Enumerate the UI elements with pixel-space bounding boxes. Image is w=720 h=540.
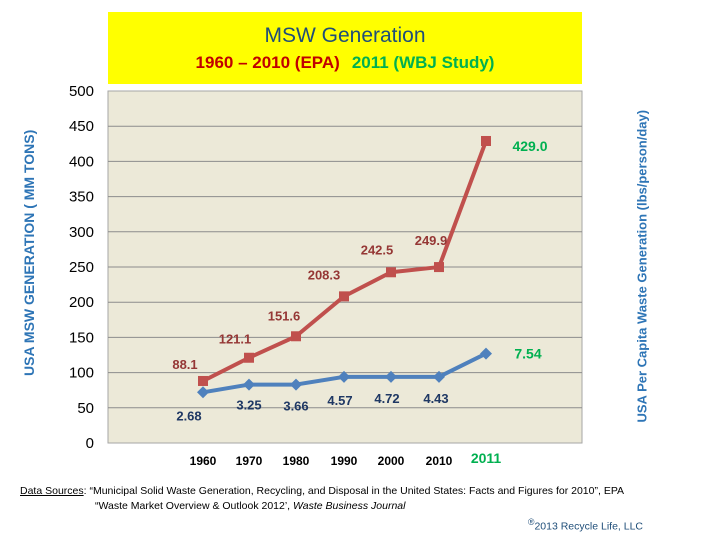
msw-tons-data-label: 249.9: [415, 233, 448, 248]
per-capita-data-label: 3.25: [236, 398, 261, 413]
chart-title: MSW Generation: [264, 24, 426, 47]
y-tick-label: 150: [69, 329, 94, 346]
x-tick-label: 1980: [283, 454, 310, 468]
msw-tons-data-label: 208.3: [308, 267, 341, 282]
data-sources: Data Sources: “Municipal Solid Waste Gen…: [20, 484, 624, 514]
source-wbj: “Waste Market Overview & Outlook 2012’,: [95, 500, 294, 512]
msw-tons-marker: [386, 267, 396, 278]
subtitle-epa: 1960 – 2010 (EPA): [195, 53, 340, 72]
y-tick-label: 0: [86, 435, 94, 452]
msw-tons-marker: [434, 262, 444, 273]
x-tick-label: 1970: [236, 454, 263, 468]
x-tick-label: 2011: [471, 450, 502, 466]
subtitle-wbj: 2011 (WBJ Study): [351, 53, 495, 72]
y-tick-label: 100: [69, 365, 94, 382]
x-tick-label: 2010: [426, 454, 453, 468]
per-capita-data-label: 2.68: [176, 408, 201, 423]
msw-tons-data-label: 151.6: [268, 308, 301, 323]
per-capita-data-label: 4.72: [374, 391, 399, 406]
msw-tons-data-label: 242.5: [361, 242, 394, 257]
copyright: ®2013 Recycle Life, LLC: [528, 517, 643, 533]
chart-subtitle: 1960 – 2010 (EPA) 2011 (WBJ Study): [108, 53, 582, 73]
y-axis-ticks: 0 50 100 150 200 250 300 350 400 450 500: [69, 83, 94, 452]
per-capita-marker: [338, 370, 350, 383]
x-tick-label: 1960: [190, 454, 217, 468]
series-markers: [197, 135, 492, 399]
msw-tons-data-label: 88.1: [172, 357, 197, 372]
sources-label: Data Sources: [20, 485, 84, 497]
registered-mark: ®: [528, 517, 535, 527]
per-capita-marker: [243, 378, 255, 391]
per-capita-data-label: 7.54: [514, 346, 541, 362]
chart-title-box: MSW Generation 1960 – 2010 (EPA) 2011 (WB…: [108, 12, 582, 84]
per-capita-data-label: 4.57: [327, 393, 352, 408]
per-capita-marker: [480, 347, 492, 360]
y-tick-label: 300: [69, 224, 94, 241]
y-tick-label: 500: [69, 83, 94, 100]
msw-tons-marker: [244, 352, 254, 363]
per-capita-data-label: 4.43: [423, 391, 448, 406]
msw-tons-data-label: 121.1: [219, 332, 252, 347]
msw-tons-marker: [198, 375, 208, 386]
y-tick-label: 200: [69, 294, 94, 311]
y-tick-label: 350: [69, 189, 94, 206]
y-axis-label: USA MSW GENERATION ( MM TONS): [21, 129, 37, 376]
msw-tons-marker: [291, 331, 301, 342]
msw-tons-marker: [339, 291, 349, 302]
per-capita-marker: [197, 386, 209, 399]
data-labels: 88.1 121.1 151.6 208.3 242.5 249.9 429.0 2.68 3.…: [172, 138, 547, 423]
copyright-text: 2013 Recycle Life, LLC: [534, 520, 644, 533]
x-tick-label: 1990: [331, 454, 358, 468]
msw-tons-marker: [481, 135, 491, 146]
y-tick-label: 250: [69, 259, 94, 276]
per-capita-marker: [290, 378, 302, 391]
y2-axis-label: USA Per Capita Waste Generation (lbs/per…: [634, 109, 650, 423]
x-axis-ticks: 1960 1970 1980 1990 2000 2010 2011: [190, 450, 502, 468]
y-tick-label: 400: [69, 153, 94, 170]
per-capita-data-label: 3.66: [283, 399, 308, 414]
x-tick-label: 2000: [378, 454, 405, 468]
per-capita-marker: [385, 370, 397, 383]
source-epa: : “Municipal Solid Waste Generation, Rec…: [83, 485, 625, 497]
source-wbj-journal: Waste Business Journal: [293, 500, 406, 512]
y-tick-label: 50: [77, 400, 94, 417]
msw-tons-data-label: 429.0: [512, 138, 547, 154]
y-tick-label: 450: [69, 118, 94, 135]
per-capita-marker: [433, 370, 445, 383]
